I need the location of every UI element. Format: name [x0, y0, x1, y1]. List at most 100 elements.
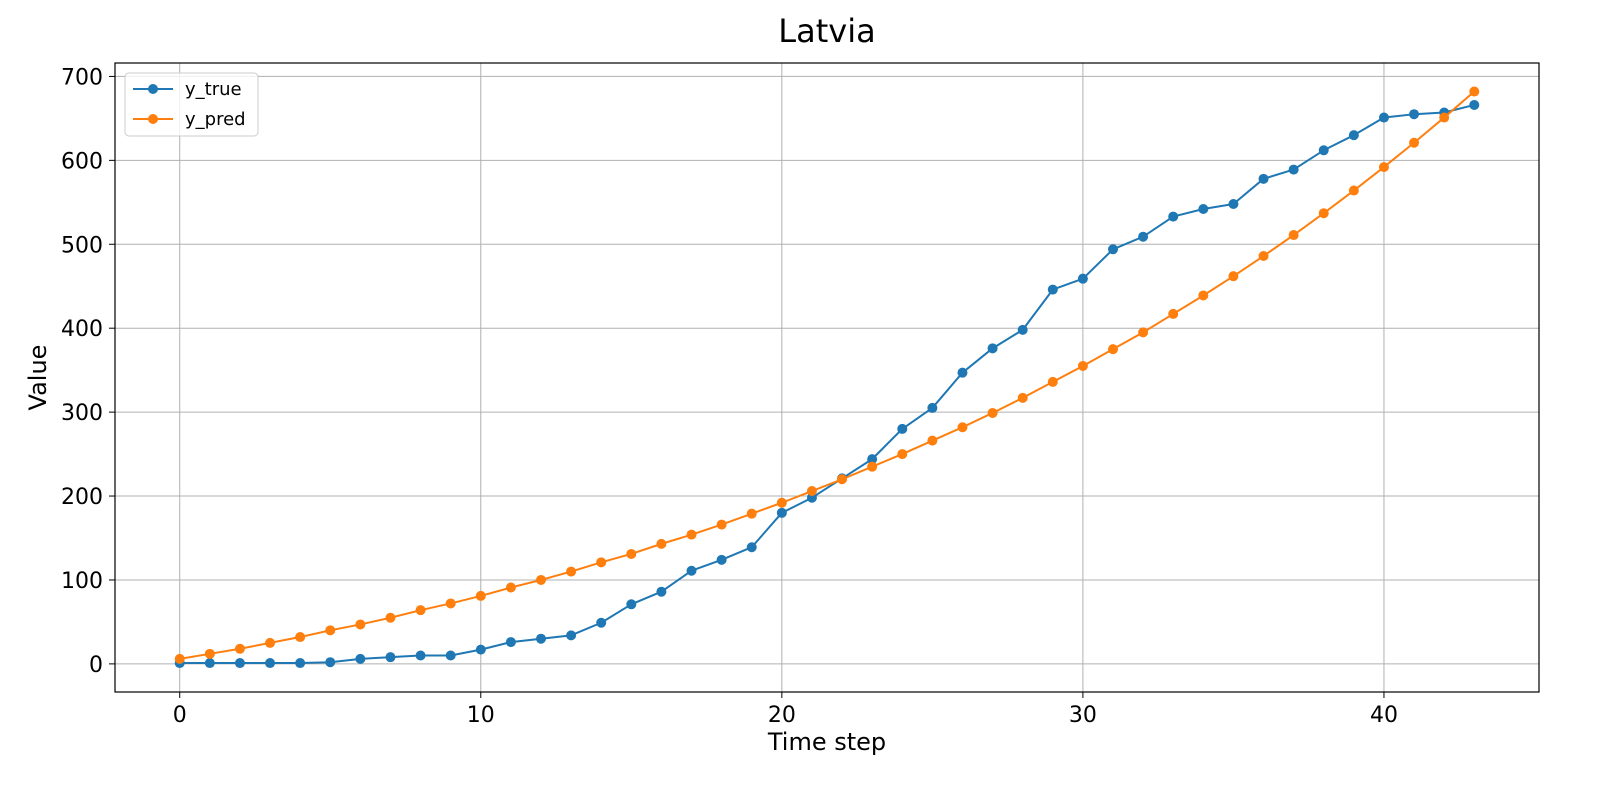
data-point — [445, 598, 456, 609]
data-point — [535, 633, 546, 644]
data-point — [1288, 164, 1299, 175]
data-point — [174, 653, 185, 664]
x-tick-label: 10 — [467, 703, 495, 728]
data-point — [1348, 130, 1359, 141]
data-point — [596, 557, 607, 568]
data-point — [1288, 230, 1299, 241]
data-point — [1318, 208, 1329, 219]
data-point — [1228, 198, 1239, 209]
legend-marker — [148, 114, 158, 124]
data-point — [686, 529, 697, 540]
legend-label: y_true — [185, 79, 242, 100]
data-point — [505, 582, 516, 593]
data-point — [325, 657, 336, 668]
series-y-pred — [174, 86, 1480, 664]
data-point — [776, 497, 787, 508]
data-point — [1409, 137, 1420, 148]
series-layer — [174, 86, 1480, 669]
data-point — [475, 644, 486, 655]
y-tick-label: 400 — [61, 317, 103, 342]
data-point — [1228, 271, 1239, 282]
data-point — [1108, 344, 1119, 355]
data-point — [295, 632, 306, 643]
data-point — [1017, 324, 1028, 335]
data-point — [445, 650, 456, 661]
data-point — [686, 565, 697, 576]
data-point — [475, 590, 486, 601]
data-point — [385, 612, 396, 623]
y-axis-label: Value — [24, 345, 52, 411]
data-point — [415, 650, 426, 661]
data-point — [1409, 109, 1420, 120]
data-point — [987, 407, 998, 418]
data-point — [234, 643, 245, 654]
data-point — [1469, 99, 1480, 110]
data-point — [1077, 273, 1088, 284]
data-point — [385, 652, 396, 663]
data-point — [1198, 290, 1209, 301]
y-tick-label: 100 — [61, 569, 103, 594]
data-point — [1017, 392, 1028, 403]
data-point — [204, 658, 215, 669]
data-point — [1168, 211, 1179, 222]
data-point — [746, 542, 757, 553]
data-point — [1047, 376, 1058, 387]
data-point — [1378, 162, 1389, 173]
data-point — [415, 605, 426, 616]
legend: y_true y_pred — [124, 72, 259, 137]
data-point — [355, 653, 366, 664]
plot-area-frame — [114, 62, 1540, 693]
data-point — [656, 586, 667, 597]
data-point — [776, 507, 787, 518]
data-point — [1348, 185, 1359, 196]
x-tick-label: 20 — [768, 703, 796, 728]
data-point — [535, 574, 546, 585]
y-tick-label: 700 — [61, 65, 103, 90]
y-tick-label: 0 — [89, 653, 103, 678]
data-point — [867, 454, 878, 465]
data-point — [716, 554, 727, 565]
legend-marker — [148, 84, 158, 94]
data-point — [265, 658, 276, 669]
y-tick-label: 600 — [61, 149, 103, 174]
data-point — [355, 619, 366, 630]
x-tick-label: 40 — [1370, 703, 1398, 728]
data-point — [656, 538, 667, 549]
grid-lines — [115, 63, 1539, 692]
data-point — [746, 508, 757, 519]
data-point — [265, 637, 276, 648]
data-point — [957, 367, 968, 378]
data-point — [897, 449, 908, 460]
x-tick-label: 0 — [173, 703, 187, 728]
x-axis-label: Time step — [767, 728, 886, 756]
data-point — [716, 519, 727, 530]
legend-item-y-true: y_true — [133, 79, 242, 100]
data-point — [987, 343, 998, 354]
data-point — [234, 658, 245, 669]
y-tick-label: 500 — [61, 233, 103, 258]
data-point — [1077, 360, 1088, 371]
legend-label: y_pred — [185, 109, 246, 130]
x-tick-label: 30 — [1069, 703, 1097, 728]
data-point — [806, 486, 817, 497]
data-point — [1378, 112, 1389, 123]
data-point — [566, 630, 577, 641]
data-point — [1439, 112, 1450, 123]
data-point — [204, 648, 215, 659]
data-point — [1138, 231, 1149, 242]
chart-title: Latvia — [778, 12, 875, 50]
data-point — [957, 422, 968, 433]
data-point — [837, 474, 848, 485]
series-line — [179, 103, 1475, 665]
data-point — [1469, 86, 1480, 97]
data-point — [325, 625, 336, 636]
data-point — [927, 435, 938, 446]
data-point — [626, 599, 637, 610]
data-point — [1108, 244, 1119, 255]
legend-item-y-pred: y_pred — [133, 109, 246, 130]
data-point — [1168, 308, 1179, 319]
series-line — [179, 90, 1475, 660]
data-point — [1198, 204, 1209, 215]
